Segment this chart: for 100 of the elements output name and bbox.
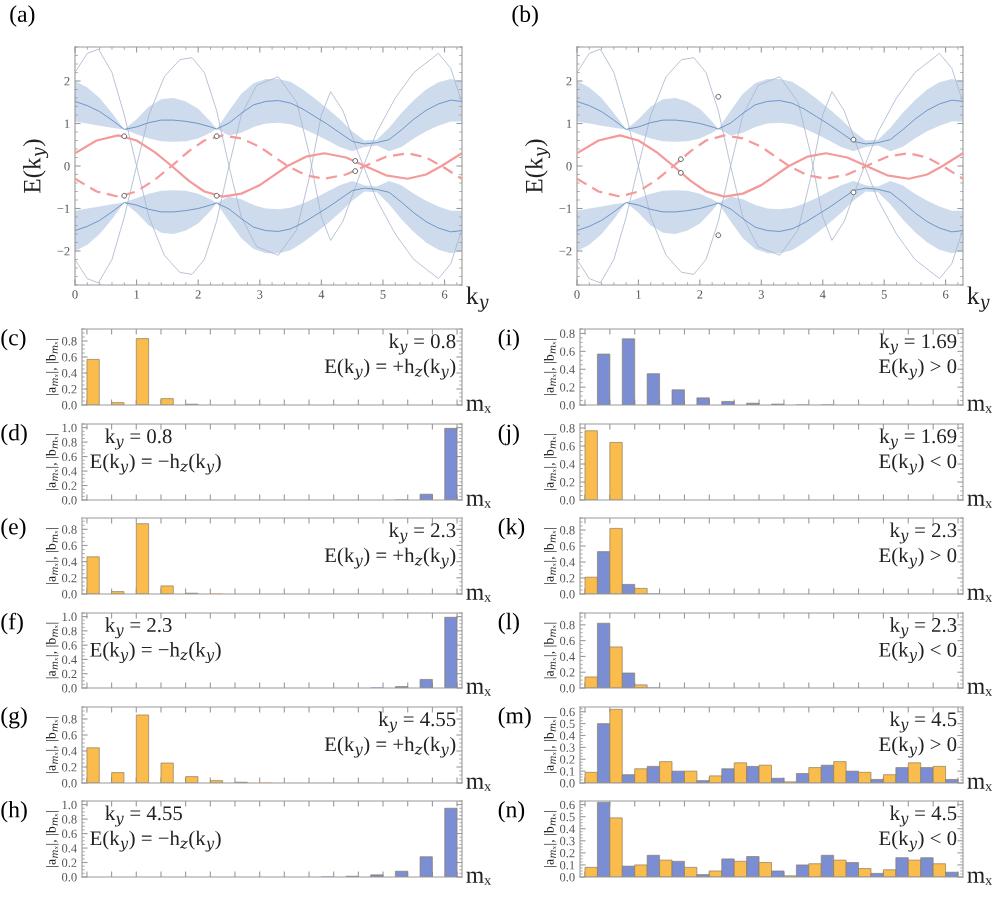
y-tick-label: 0.0 bbox=[559, 496, 575, 505]
y-tick-label: 2 bbox=[566, 77, 572, 86]
y-axis-title: |a$_{mₓ}$|, |b$_{mₓ}$| bbox=[543, 434, 557, 490]
chart-title: (d) bbox=[1, 423, 27, 446]
y-tick-label: −2 bbox=[57, 247, 70, 256]
x-axis-title: mₓ bbox=[967, 777, 993, 791]
y-axis-title: |a$_{mₓ}$|, |b$_{mₓ}$| bbox=[45, 811, 59, 867]
y-tick-label: 0.0 bbox=[61, 779, 77, 788]
y-tick-label: 0.8 bbox=[559, 424, 575, 433]
y-tick-label: 0.1 bbox=[559, 767, 575, 776]
y-tick-label: 0.2 bbox=[559, 668, 575, 677]
y-tick-label: 0 bbox=[566, 162, 572, 171]
chart-title: (b) bbox=[512, 5, 538, 27]
y-tick-label: 0.4 bbox=[559, 731, 575, 741]
y-tick-label: 0.8 bbox=[61, 715, 77, 724]
x-axis-title: mₓ bbox=[466, 494, 491, 508]
y-tick-label: 0.2 bbox=[559, 478, 575, 487]
y-tick-label: 0.8 bbox=[559, 329, 575, 338]
chart-title: (f) bbox=[1, 612, 23, 635]
chart-title: (k) bbox=[498, 517, 525, 540]
y-tick-label: 0.6 bbox=[559, 347, 575, 356]
x-axis-title: mₓ bbox=[967, 494, 993, 508]
annotation: k$_{y}$ = 1.69 bbox=[879, 428, 957, 450]
y-tick-label: 0.3 bbox=[559, 743, 575, 752]
y-axis-title: |a$_{mₓ}$|, |b$_{mₓ}$| bbox=[45, 717, 59, 773]
annotation: k$_{y}$ = 4.5 bbox=[889, 805, 957, 827]
y-axis-title: |a$_{mₓ}$|, |b$_{mₓ}$| bbox=[45, 528, 59, 584]
y-tick-label: 0.4 bbox=[61, 655, 77, 664]
y-axis-title: E(k$_{y}$) bbox=[23, 139, 49, 193]
annotation: E(k$_{y}$) < 0 bbox=[879, 453, 957, 475]
x-tick-label: 3 bbox=[257, 290, 263, 299]
x-axis-title: mₓ bbox=[466, 399, 491, 413]
annotation: E(k$_{y}$) = −h$_{z}$(k$_{y}$) bbox=[90, 830, 221, 852]
y-axis-title: |a$_{mₓ}$|, |b$_{mₓ}$| bbox=[543, 622, 557, 679]
y-tick-label: 1 bbox=[566, 119, 572, 128]
y-tick-label: 0.5 bbox=[559, 812, 575, 822]
x-tick-label: 1 bbox=[134, 290, 139, 299]
y-axis-title: |a$_{mₓ}$|, |b$_{mₓ}$| bbox=[45, 434, 59, 490]
x-tick-label: 5 bbox=[380, 290, 386, 299]
y-tick-label: 0.2 bbox=[559, 574, 575, 583]
y-tick-label: 0.2 bbox=[61, 669, 77, 679]
annotation: k$_{y}$ = 1.69 bbox=[879, 333, 957, 355]
annotation: k$_{y}$ = 2.3 bbox=[105, 617, 172, 639]
y-tick-label: 0.0 bbox=[559, 873, 575, 882]
x-axis-title: k$_{y}$ bbox=[466, 286, 489, 312]
y-tick-label: 0.4 bbox=[559, 558, 575, 567]
y-tick-label: 0.6 bbox=[559, 442, 575, 451]
x-tick-label: 2 bbox=[697, 290, 703, 299]
annotation: k$_{y}$ = 4.5 bbox=[889, 711, 957, 733]
annotation: k$_{y}$ = 0.8 bbox=[105, 428, 172, 450]
y-tick-label: 2 bbox=[64, 77, 70, 86]
y-tick-label: 0.1 bbox=[559, 860, 575, 870]
x-tick-label: 4 bbox=[318, 290, 325, 299]
y-tick-label: 0.0 bbox=[61, 684, 77, 693]
y-tick-label: 0.4 bbox=[61, 747, 77, 756]
chart-title: (n) bbox=[498, 800, 525, 823]
y-tick-label: 0 bbox=[64, 162, 70, 171]
y-tick-label: 0.6 bbox=[61, 452, 77, 462]
y-axis-title: |a$_{mₓ}$|, |b$_{mₓ}$| bbox=[543, 811, 557, 867]
y-tick-label: 0.4 bbox=[559, 824, 575, 834]
y-tick-label: 0.6 bbox=[559, 800, 575, 810]
y-tick-label: 0.0 bbox=[61, 590, 77, 599]
x-axis-title: mₓ bbox=[466, 777, 491, 791]
x-axis-title: mₓ bbox=[967, 399, 993, 413]
annotation: E(k$_{y}$) > 0 bbox=[879, 736, 957, 758]
x-tick-label: 3 bbox=[758, 290, 764, 299]
y-tick-label: 0.4 bbox=[61, 844, 77, 853]
y-tick-label: 0.2 bbox=[61, 385, 77, 394]
annotation: E(k$_{y}$) = +h$_{z}$(k$_{y}$) bbox=[324, 736, 456, 758]
y-tick-label: 0.4 bbox=[559, 460, 575, 469]
y-tick-label: 0.6 bbox=[61, 541, 77, 550]
y-tick-label: 0.0 bbox=[61, 496, 77, 505]
y-tick-label: 0.6 bbox=[559, 542, 575, 551]
y-axis-title: |a$_{mₓ}$|, |b$_{mₓ}$| bbox=[543, 717, 557, 773]
y-tick-label: 1.0 bbox=[62, 423, 77, 433]
y-tick-label: 0.4 bbox=[61, 369, 77, 378]
y-tick-label: 0.8 bbox=[61, 815, 77, 824]
x-tick-label: 6 bbox=[943, 290, 949, 299]
annotation: E(k$_{y}$) = +h$_{z}$(k$_{y}$) bbox=[324, 547, 456, 569]
y-tick-label: 0.2 bbox=[61, 763, 77, 772]
y-tick-label: −1 bbox=[57, 204, 70, 213]
y-tick-label: 0.2 bbox=[61, 481, 77, 491]
y-tick-label: 0.4 bbox=[61, 557, 77, 567]
annotation: E(k$_{y}$) < 0 bbox=[879, 642, 957, 664]
chart-title: (l) bbox=[498, 612, 519, 635]
y-axis-title: |a$_{mₓ}$|, |b$_{mₓ}$| bbox=[45, 622, 59, 679]
x-tick-label: 1 bbox=[636, 290, 641, 299]
y-tick-label: 0.6 bbox=[61, 641, 77, 650]
y-tick-label: 0.2 bbox=[559, 848, 575, 858]
annotation: k$_{y}$ = 4.55 bbox=[105, 805, 182, 827]
chart-title: (a) bbox=[10, 5, 35, 27]
y-tick-label: 0.4 bbox=[61, 467, 77, 476]
x-axis-title: k$_{y}$ bbox=[967, 286, 990, 312]
annotation: E(k$_{y}$) > 0 bbox=[879, 547, 957, 569]
y-tick-label: 0.4 bbox=[559, 365, 575, 374]
annotation: k$_{y}$ = 4.55 bbox=[378, 711, 456, 733]
y-tick-label: 0.2 bbox=[61, 858, 77, 868]
y-tick-label: 1.0 bbox=[62, 800, 77, 810]
y-tick-label: 0.8 bbox=[61, 337, 77, 346]
chart-title: (j) bbox=[498, 423, 519, 446]
